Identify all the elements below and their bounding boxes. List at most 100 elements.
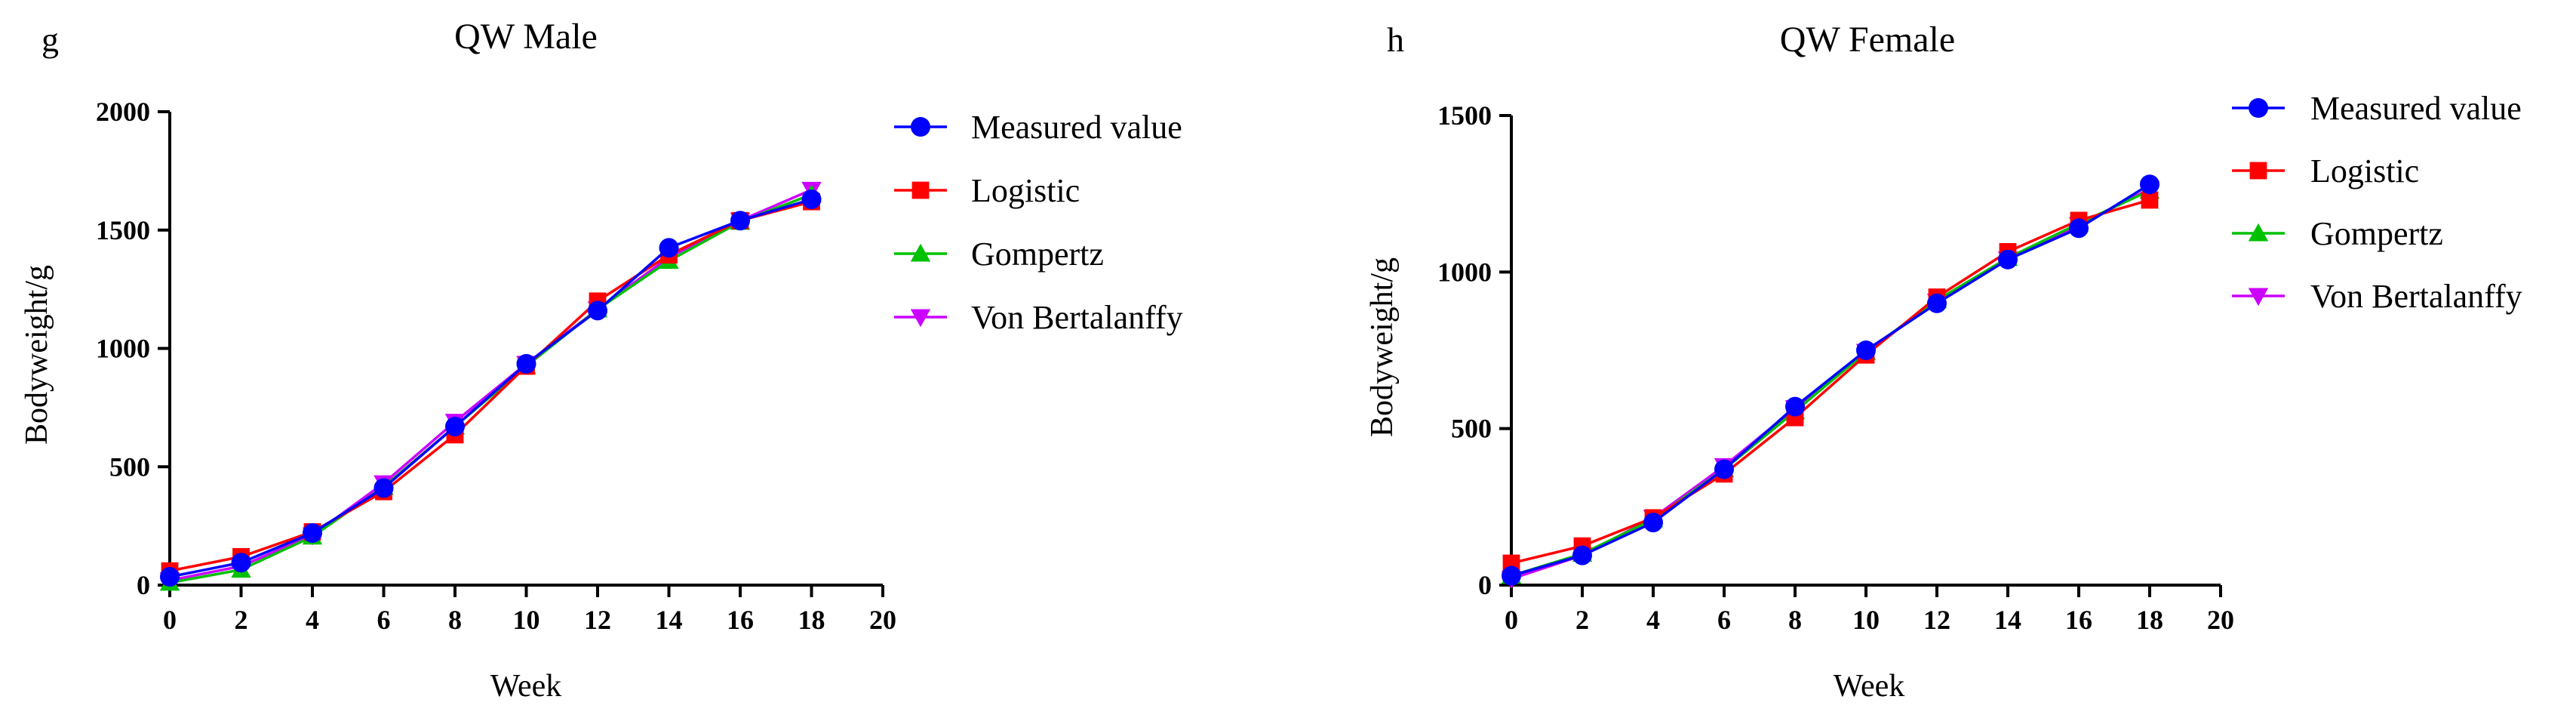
legend-label: Von Bertalanffy	[971, 299, 1183, 336]
legend-marker	[910, 309, 931, 328]
chart-panel-qw-female: h QW Female Bodyweight/g Week 0 2 4 6 8 10 12 1…	[1365, 20, 2522, 704]
y-tick-label: 500	[109, 451, 150, 482]
x-tick-label: 4	[306, 605, 319, 635]
series-gompertz	[159, 184, 822, 591]
data-point	[1998, 249, 2018, 270]
series-line	[169, 193, 813, 584]
data-point	[1785, 396, 1805, 417]
panel-letter: h	[1387, 20, 1404, 59]
legend-label: Gompertz	[2310, 215, 2443, 252]
data-point	[1643, 513, 1663, 533]
y-tick-label: 1000	[1437, 257, 1492, 287]
y-axis-label: Bodyweight/g	[1365, 257, 1400, 437]
series-measured-value	[160, 189, 822, 587]
chart-title: QW Female	[1780, 20, 1955, 60]
data-point	[2140, 174, 2159, 195]
data-point	[303, 523, 322, 544]
series-von-bertalanffy	[159, 181, 822, 590]
legend-item-gompertz: Gompertz	[894, 236, 1104, 273]
chart-panel-qw-male: g QW Male Bodyweight/g Week 0 2 4 6 8 10 12 14 1…	[20, 17, 1183, 704]
legend-label: Gompertz	[971, 236, 1104, 273]
series-line	[1511, 183, 2150, 578]
data-point	[2141, 191, 2159, 209]
y-tick-label: 500	[1451, 414, 1492, 444]
y-tick-label: 1500	[96, 215, 150, 245]
legend-item-logistic: Logistic	[894, 172, 1080, 209]
x-tick-label: 16	[727, 605, 754, 635]
axes	[168, 112, 883, 587]
data-point	[231, 553, 251, 573]
data-point	[730, 211, 750, 231]
legend-marker	[2249, 162, 2267, 180]
data-point	[1927, 293, 1947, 313]
tick-marks: 0 2 4 6 8 10 12 14 16 18 20 0 500 1000 1500	[1437, 100, 2234, 635]
legend: Measured value Logistic Gompertz Von Bertal…	[2232, 90, 2522, 315]
series-layer	[159, 181, 822, 591]
y-tick-label: 1500	[1437, 100, 1492, 131]
legend-label: Measured value	[2310, 90, 2522, 127]
series-line	[169, 200, 812, 572]
data-point	[659, 238, 679, 258]
series-line	[1511, 187, 2150, 581]
x-tick-label: 2	[1575, 605, 1589, 635]
x-tick-label: 8	[448, 605, 462, 635]
legend-marker	[911, 181, 930, 199]
series-logistic	[161, 193, 820, 580]
y-tick-label: 0	[137, 570, 150, 600]
legend-marker	[910, 243, 931, 262]
series-gompertz	[1501, 180, 2160, 584]
series-layer	[1501, 174, 2160, 589]
x-tick-label: 16	[2065, 605, 2092, 635]
data-point	[516, 353, 536, 374]
data-point	[160, 567, 180, 587]
legend-item-measured-value: Measured value	[2232, 90, 2522, 127]
legend-marker	[2248, 288, 2269, 307]
y-tick-label: 0	[1478, 570, 1492, 600]
legend: Measured value Logistic Gompertz Von Bertal…	[894, 109, 1183, 336]
y-tick-label: 2000	[96, 97, 150, 127]
x-tick-label: 0	[1505, 605, 1518, 635]
legend-item-von-bertalanffy: Von Bertalanffy	[894, 299, 1183, 336]
x-tick-label: 4	[1646, 605, 1660, 635]
legend-item-von-bertalanffy: Von Bertalanffy	[2232, 278, 2522, 315]
data-point	[801, 189, 822, 209]
legend-label: Logistic	[2310, 153, 2419, 189]
x-tick-label: 10	[1852, 605, 1880, 635]
x-tick-label: 18	[798, 605, 825, 635]
legend-label: Measured value	[971, 109, 1182, 146]
x-axis-label: Week	[490, 669, 562, 704]
data-point	[445, 416, 465, 436]
data-point	[588, 300, 607, 321]
x-tick-label: 20	[2207, 605, 2234, 635]
data-point	[1572, 545, 1592, 565]
series-line	[1511, 189, 2150, 578]
legend-marker	[911, 117, 930, 137]
tick-marks: 0 2 4 6 8 10 12 14 16 18 20 0 500 1000 1500 2000	[96, 97, 896, 635]
data-point	[2069, 218, 2089, 239]
data-point	[1714, 459, 1734, 479]
x-tick-label: 0	[163, 605, 177, 635]
x-tick-label: 6	[377, 605, 391, 635]
x-tick-label: 20	[869, 605, 896, 635]
legend-label: Von Bertalanffy	[2310, 278, 2522, 315]
data-point	[1502, 565, 1521, 586]
x-tick-label: 14	[656, 605, 683, 635]
y-tick-label: 1000	[96, 334, 150, 364]
chart-title: QW Male	[454, 17, 598, 57]
x-tick-label: 14	[1994, 605, 2021, 635]
x-tick-label: 12	[584, 605, 611, 635]
x-tick-label: 18	[2136, 605, 2163, 635]
x-tick-label: 10	[513, 605, 540, 635]
series-measured-value	[1502, 174, 2159, 586]
x-tick-label: 8	[1788, 605, 1802, 635]
panel-letter: g	[41, 20, 59, 59]
data-point	[373, 478, 394, 498]
x-tick-label: 6	[1717, 605, 1731, 635]
series-line	[1511, 199, 2150, 565]
x-tick-label: 2	[235, 605, 248, 635]
x-tick-label: 12	[1923, 605, 1950, 635]
legend-marker	[2248, 223, 2269, 242]
series-line	[169, 188, 813, 582]
legend-marker	[2249, 98, 2268, 118]
